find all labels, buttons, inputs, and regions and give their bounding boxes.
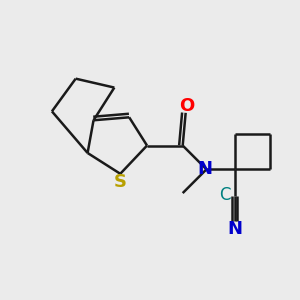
Text: C: C bbox=[219, 186, 231, 204]
Text: N: N bbox=[227, 220, 242, 238]
Text: N: N bbox=[197, 160, 212, 178]
Text: O: O bbox=[178, 97, 194, 115]
Text: S: S bbox=[114, 173, 127, 191]
